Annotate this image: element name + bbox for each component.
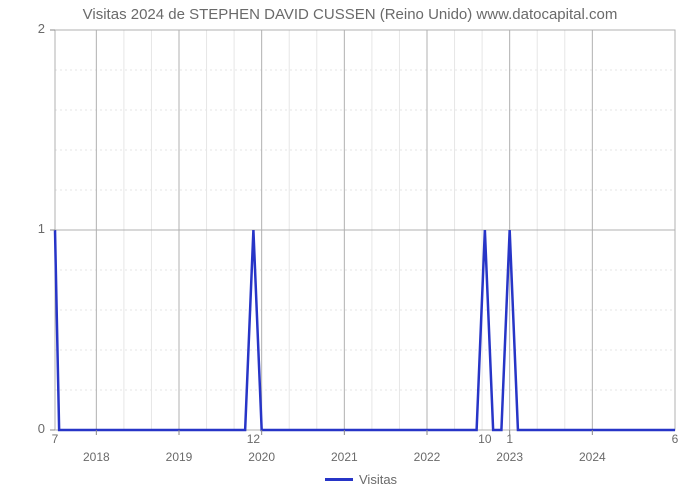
legend-label: Visitas (359, 472, 397, 487)
bottom-annotation: 1 (506, 432, 513, 446)
y-tick-label: 0 (38, 421, 45, 436)
x-tick-label: 2021 (331, 450, 358, 464)
chart-title: Visitas 2024 de STEPHEN DAVID CUSSEN (Re… (0, 6, 700, 23)
legend-swatch (325, 478, 353, 481)
x-tick-label: 2019 (166, 450, 193, 464)
chart-container: { "chart": { "type": "line", "title": "V… (0, 0, 700, 500)
plot-area (55, 30, 675, 430)
x-tick-label: 2022 (414, 450, 441, 464)
bottom-annotation: 10 (478, 432, 491, 446)
y-tick-label: 2 (38, 21, 45, 36)
bottom-annotation: 12 (247, 432, 260, 446)
bottom-annotation: 6 (672, 432, 679, 446)
x-tick-label: 2020 (248, 450, 275, 464)
bottom-annotation: 7 (52, 432, 59, 446)
y-tick-label: 1 (38, 221, 45, 236)
chart-svg (55, 30, 675, 430)
x-tick-label: 2023 (496, 450, 523, 464)
x-tick-label: 2024 (579, 450, 606, 464)
x-tick-label: 2018 (83, 450, 110, 464)
legend: Visitas (325, 472, 397, 487)
